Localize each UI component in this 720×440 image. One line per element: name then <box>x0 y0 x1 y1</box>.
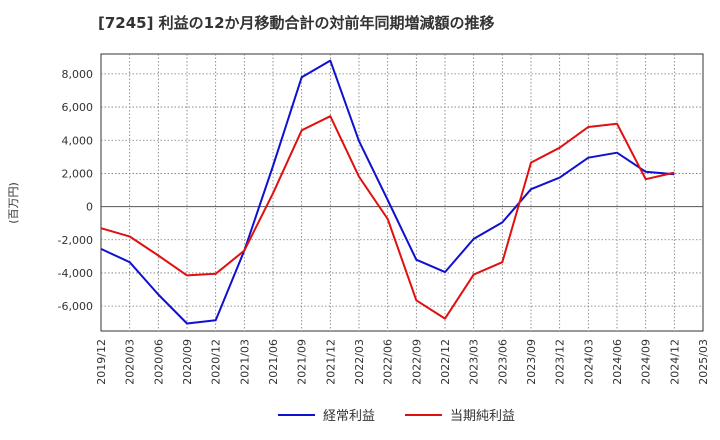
x-tick-label: 2020/06 <box>152 339 165 385</box>
x-tick-label: 2021/09 <box>296 339 309 385</box>
x-tick-label: 2020/09 <box>181 339 194 385</box>
series-line-net-profit <box>100 115 675 320</box>
x-tick-label: 2023/06 <box>496 339 509 385</box>
x-tick-label: 2024/06 <box>611 339 624 385</box>
x-tick-label: 2021/06 <box>267 339 280 385</box>
legend-label-ordinary-profit: 経常利益 <box>323 409 375 424</box>
y-tick-label: 2,000 <box>62 167 94 180</box>
x-tick-label: 2020/12 <box>210 339 223 385</box>
x-tick-label: 2022/12 <box>439 339 452 385</box>
y-tick-label: -6,000 <box>58 300 93 313</box>
x-tick-label: 2023/12 <box>554 339 567 385</box>
x-tick-label: 2022/06 <box>382 339 395 385</box>
series-line-ordinary-profit <box>100 59 675 325</box>
y-tick-label: 0 <box>86 201 93 214</box>
x-tick-label: 2024/03 <box>582 339 595 385</box>
x-tick-label: 2023/03 <box>468 339 481 385</box>
x-tick-label: 2019/12 <box>95 339 108 385</box>
y-tick-label: 6,000 <box>62 101 94 114</box>
x-tick-label: 2022/09 <box>410 339 423 385</box>
y-axis-label: (百万円) <box>7 182 20 224</box>
y-tick-label: 4,000 <box>62 134 94 147</box>
x-tick-label: 2024/12 <box>668 339 681 385</box>
x-tick-label: 2023/09 <box>525 339 538 385</box>
x-tick-label: 2022/03 <box>353 339 366 385</box>
y-tick-label: 8,000 <box>62 68 94 81</box>
chart-title: [7245] 利益の12か月移動合計の対前年同期増減額の推移 <box>98 14 495 32</box>
x-tick-label: 2021/03 <box>238 339 251 385</box>
x-tick-label: 2025/03 <box>697 339 710 385</box>
y-tick-label: -4,000 <box>58 267 93 280</box>
x-tick-label: 2020/03 <box>124 339 137 385</box>
legend-label-net-profit: 当期純利益 <box>450 409 515 424</box>
plot-area <box>100 53 704 332</box>
x-tick-label: 2021/12 <box>324 339 337 385</box>
y-tick-label: -2,000 <box>58 234 93 247</box>
x-tick-label: 2024/09 <box>640 339 653 385</box>
